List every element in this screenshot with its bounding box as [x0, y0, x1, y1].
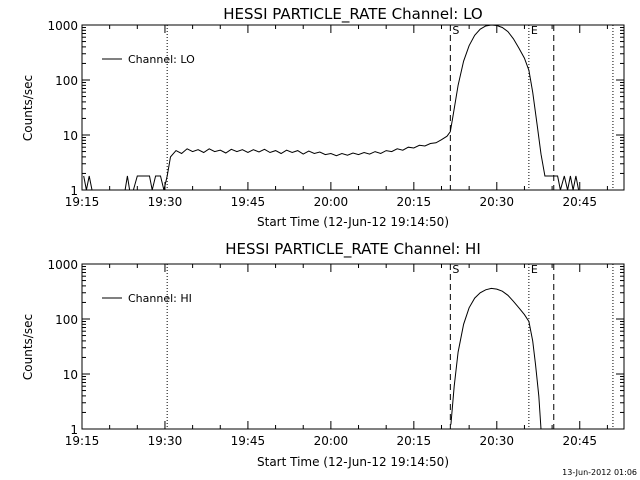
generation-timestamp: 13-Jun-2012 01:06 — [562, 468, 637, 477]
y-tick-label: 10 — [63, 368, 78, 382]
x-tick-label: 20:45 — [562, 195, 597, 209]
time-marker-label: S — [452, 263, 459, 276]
x-tick-label: 20:15 — [397, 434, 432, 448]
legend-label: Channel: HI — [128, 292, 192, 305]
x-tick-label: 19:15 — [65, 195, 100, 209]
y-tick-label: 1000 — [47, 19, 78, 33]
x-tick-label: 20:45 — [562, 434, 597, 448]
y-tick-label: 1 — [70, 184, 78, 198]
chart-panel-lo: HESSI PARTICLE_RATE Channel: LO Start Ti… — [21, 5, 625, 229]
plot-frame — [81, 24, 625, 191]
x-tick-label: 20:15 — [397, 195, 432, 209]
x-tick-label: 20:00 — [314, 434, 349, 448]
y-tick-label: 1 — [70, 423, 78, 437]
x-tick-label: 20:00 — [314, 195, 349, 209]
x-axis-label: Start Time (12-Jun-12 19:14:50) — [257, 215, 449, 229]
y-axis-label: Counts/sec — [21, 75, 35, 141]
x-tick-label: 19:45 — [231, 195, 266, 209]
series-line — [450, 287, 542, 430]
time-marker-label: E — [531, 24, 538, 37]
x-tick-label: 19:45 — [231, 434, 266, 448]
x-tick-label: 20:30 — [479, 434, 514, 448]
time-marker-label: S — [452, 24, 459, 37]
legend-label: Channel: LO — [128, 53, 195, 66]
time-marker-label: E — [531, 263, 538, 276]
series-line — [83, 24, 580, 191]
y-tick-label: 1000 — [47, 258, 78, 272]
y-tick-label: 100 — [55, 74, 78, 88]
y-tick-label: 100 — [55, 313, 78, 327]
x-tick-label: 19:15 — [65, 434, 100, 448]
x-tick-label: 19:30 — [148, 195, 183, 209]
y-tick-label: 10 — [63, 129, 78, 143]
chart-title: HESSI PARTICLE_RATE Channel: HI — [225, 240, 481, 259]
chart-title: HESSI PARTICLE_RATE Channel: LO — [223, 5, 482, 24]
y-axis-label: Counts/sec — [21, 314, 35, 380]
x-tick-label: 19:30 — [148, 434, 183, 448]
x-tick-label: 20:30 — [479, 195, 514, 209]
x-axis-label: Start Time (12-Jun-12 19:14:50) — [257, 455, 449, 469]
chart-panel-hi: HESSI PARTICLE_RATE Channel: HI Start Ti… — [21, 240, 625, 469]
plot-frame — [81, 263, 625, 430]
